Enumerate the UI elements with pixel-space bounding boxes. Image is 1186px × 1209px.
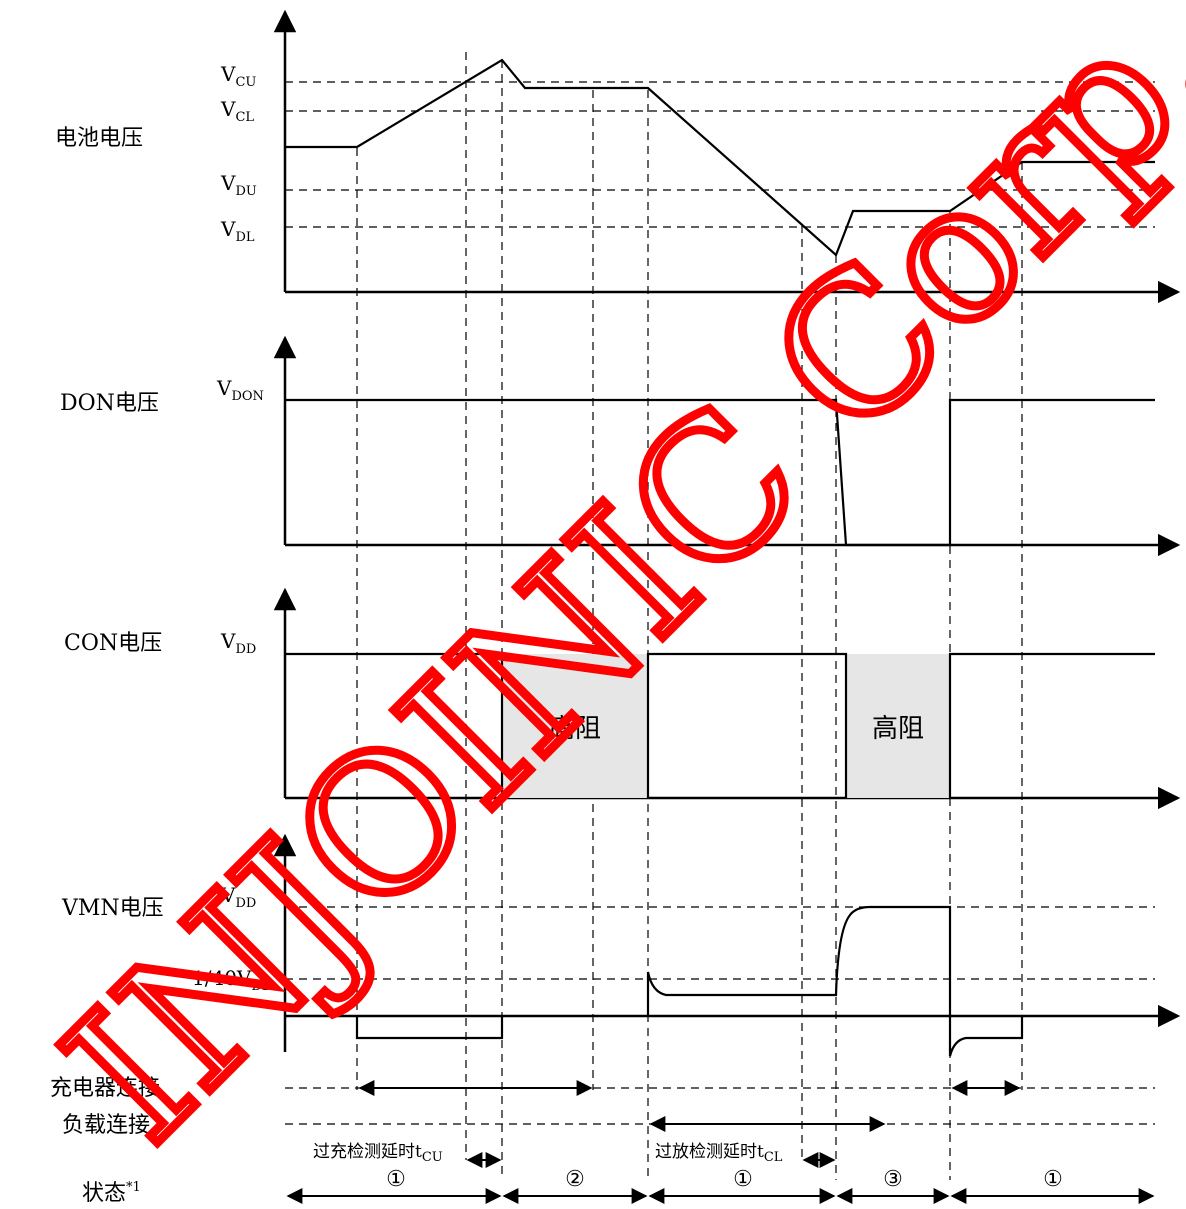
vdon-label: VDON xyxy=(216,376,264,404)
state-label: 状态*1 xyxy=(82,1180,141,1206)
vdd-con-label: VDD xyxy=(220,629,256,657)
watermark-text: INJOINIC Corp. xyxy=(26,0,1186,1182)
hiz-label-2: 高阻 xyxy=(872,714,924,744)
vdl-label: VDL xyxy=(220,217,255,245)
don-voltage-waveform xyxy=(286,398,1155,547)
vmn-voltage-label: VMN电压 xyxy=(61,896,164,921)
vdd-vmn-label: VDD xyxy=(220,883,256,911)
hiz-region-1 xyxy=(502,654,648,798)
don-voltage-label: DON电压 xyxy=(60,391,159,416)
vcu-label: VCU xyxy=(220,62,256,90)
axes xyxy=(273,9,1181,1052)
duration-arrows xyxy=(286,1080,1155,1204)
battery-voltage-label: 电池电压 xyxy=(55,126,143,151)
vdu-label: VDU xyxy=(220,171,257,199)
state-marker-4: ③ xyxy=(883,1167,903,1192)
state-marker-5: ① xyxy=(1043,1167,1063,1192)
watermark: INJOINIC Corp. xyxy=(21,0,1186,1186)
battery-voltage-waveform xyxy=(286,58,1155,257)
hiz-label-1: 高阻 xyxy=(549,714,601,744)
vmn-voltage-waveform xyxy=(355,905,1024,1057)
con-voltage-label: CON电压 xyxy=(64,631,162,656)
hiz-region-2 xyxy=(846,654,950,798)
level-guides xyxy=(285,81,1155,1125)
vdd-fraction-label: 1/40VDD xyxy=(192,966,272,994)
state-marker-3: ① xyxy=(733,1167,753,1192)
charger-connect-label: 充电器连接 xyxy=(50,1076,160,1101)
state-marker-2: ② xyxy=(565,1167,585,1192)
con-voltage-waveform xyxy=(286,652,1155,798)
overcharge-delay-label: 过充检测延时tCU xyxy=(313,1142,443,1165)
state-marker-1: ① xyxy=(386,1167,406,1192)
load-connect-label: 负载连接 xyxy=(62,1113,150,1138)
vcl-label: VCL xyxy=(220,97,254,125)
overdischarge-delay-label: 过放检测延时tCL xyxy=(655,1142,783,1165)
